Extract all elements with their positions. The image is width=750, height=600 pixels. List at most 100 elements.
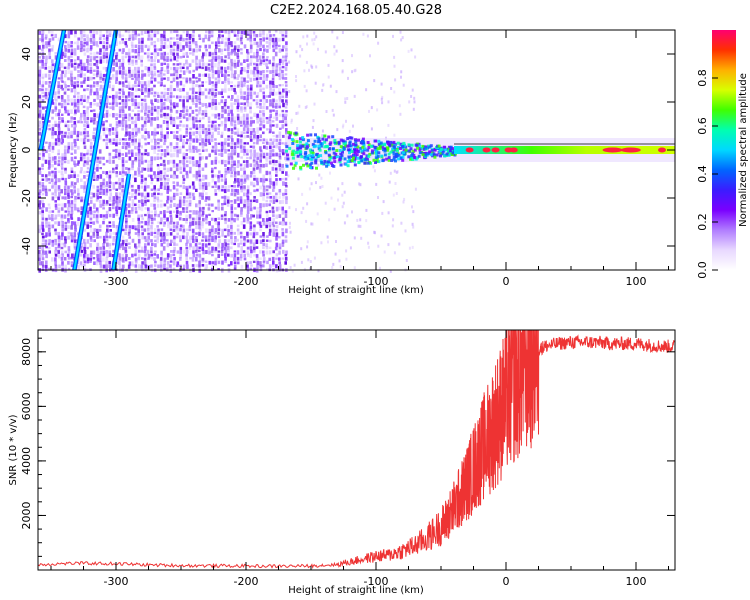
noise-speck [342, 123, 345, 127]
noise-speck [67, 99, 70, 102]
colorbar-tick-label: 0.0 [696, 261, 709, 279]
noise-speck [214, 48, 217, 53]
noise-speck [137, 232, 141, 237]
noise-speck [217, 149, 221, 152]
noise-speck [137, 214, 140, 219]
noise-speck [211, 66, 214, 71]
noise-speck [278, 102, 281, 106]
noise-speck [284, 116, 287, 120]
noise-speck [191, 109, 195, 114]
noise-speck [92, 138, 96, 142]
noise-speck [153, 231, 157, 235]
noise-speck [343, 221, 346, 225]
noise-speck [102, 185, 106, 189]
noise-speck [99, 48, 102, 53]
noise-speck [105, 48, 108, 52]
noise-speck [179, 257, 182, 261]
noise-speck [73, 232, 77, 237]
carrier-blob [389, 140, 393, 144]
noise-speck [242, 250, 246, 253]
noise-speck [199, 228, 202, 231]
noise-speck [239, 256, 243, 261]
noise-speck [147, 91, 151, 95]
noise-speck [108, 113, 112, 117]
noise-speck [259, 192, 263, 197]
noise-speck [86, 95, 90, 99]
noise-speck [207, 246, 211, 251]
noise-speck [128, 37, 131, 41]
noise-speck [278, 141, 281, 146]
noise-speck [124, 171, 128, 176]
noise-speck [160, 253, 164, 257]
noise-speck [166, 91, 170, 96]
noise-speck [89, 105, 92, 108]
noise-speck [153, 199, 156, 203]
noise-speck [408, 100, 411, 104]
noise-speck [201, 192, 204, 198]
noise-speck [112, 94, 115, 100]
noise-speck [268, 37, 272, 42]
noise-speck [192, 145, 195, 150]
noise-speck [201, 167, 205, 171]
noise-speck [208, 250, 211, 255]
noise-speck [224, 185, 227, 190]
noise-speck [172, 37, 176, 40]
carrier-blob [357, 138, 360, 142]
noise-speck [54, 217, 57, 220]
noise-speck [178, 160, 182, 164]
x-tick-label: -200 [234, 575, 259, 588]
noise-speck [195, 127, 199, 130]
noise-speck [134, 260, 138, 264]
carrier-blob [375, 152, 379, 156]
noise-speck [70, 189, 73, 193]
noise-speck [141, 124, 144, 128]
noise-speck [282, 102, 285, 108]
noise-speck [192, 163, 195, 167]
noise-speck [146, 55, 150, 59]
noise-speck [188, 33, 192, 39]
noise-speck [154, 98, 157, 102]
noise-speck [118, 41, 122, 45]
noise-speck [211, 185, 215, 189]
noise-speck [86, 160, 89, 165]
noise-speck [224, 167, 228, 173]
noise-speck [182, 77, 185, 80]
noise-speck [45, 264, 48, 269]
noise-speck [150, 221, 154, 225]
noise-speck [182, 207, 185, 210]
noise-speck [122, 260, 125, 263]
noise-speck [256, 84, 259, 88]
noise-speck [38, 76, 41, 81]
noise-speck [246, 214, 249, 219]
noise-speck [131, 199, 135, 204]
noise-speck [214, 84, 218, 88]
noise-speck [172, 174, 176, 179]
noise-speck [218, 59, 221, 64]
noise-speck [186, 70, 189, 73]
carrier-blob [339, 156, 342, 159]
noise-speck [121, 228, 125, 232]
noise-speck [255, 177, 259, 183]
noise-speck [195, 177, 199, 181]
noise-speck [83, 120, 87, 124]
noise-speck [230, 218, 234, 221]
noise-speck [198, 167, 201, 172]
noise-speck [83, 253, 86, 259]
noise-speck [271, 37, 275, 43]
noise-speck [115, 55, 118, 60]
noise-speck [41, 250, 45, 255]
noise-speck [54, 33, 57, 38]
noise-speck [188, 199, 192, 204]
noise-speck [278, 221, 282, 225]
carrier-blob [322, 162, 326, 166]
noise-speck [134, 34, 138, 38]
noise-speck [163, 257, 167, 262]
noise-speck [246, 127, 250, 132]
noise-speck [217, 70, 220, 74]
noise-speck [255, 99, 259, 104]
noise-speck [230, 81, 233, 84]
noise-speck [159, 124, 163, 128]
noise-speck [204, 44, 208, 49]
noise-speck [233, 145, 237, 150]
noise-speck [108, 95, 112, 99]
